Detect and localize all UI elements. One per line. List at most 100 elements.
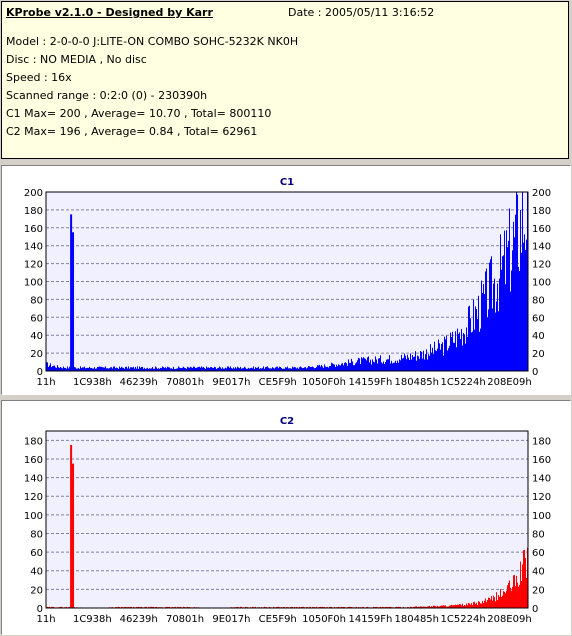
c2-chart-panel: C2 0 0 20 20 40 40 60 60 80 80 100 100 120 120 140 140 16… <box>1 400 571 635</box>
data-bar <box>478 295 479 371</box>
y-tick-label-left: 160 <box>24 224 43 235</box>
data-bar <box>479 331 480 371</box>
data-bar <box>414 356 415 371</box>
data-bar <box>304 367 305 371</box>
data-bar <box>47 606 48 608</box>
data-bar <box>322 366 323 371</box>
data-bar <box>400 606 401 608</box>
data-bar <box>488 597 489 608</box>
y-tick-label-right: 20 <box>532 585 545 596</box>
data-bar <box>436 606 437 608</box>
data-bar <box>322 606 323 608</box>
data-bar <box>511 270 512 371</box>
data-bar <box>67 366 68 371</box>
data-bar <box>495 601 496 608</box>
data-bar <box>262 368 263 371</box>
y-tick-label-right: 120 <box>532 492 551 503</box>
data-bar <box>362 358 363 371</box>
data-bar <box>509 580 510 608</box>
data-bar <box>432 606 433 608</box>
data-bar <box>453 342 454 371</box>
data-bar <box>450 332 451 371</box>
x-tick-label: 1C5224h <box>441 614 486 625</box>
data-bar <box>351 358 352 371</box>
data-bar <box>386 606 387 608</box>
data-bar <box>74 367 75 371</box>
data-bar <box>112 368 113 371</box>
data-bar <box>523 550 524 608</box>
data-bar <box>480 603 481 608</box>
data-bar <box>525 558 526 608</box>
data-bar <box>507 247 508 371</box>
data-bar <box>445 605 446 608</box>
data-bar <box>386 359 387 371</box>
data-bar <box>168 367 169 371</box>
data-bar <box>240 366 241 371</box>
data-bar <box>254 369 255 371</box>
data-bar <box>284 368 285 371</box>
data-bar <box>62 368 63 371</box>
data-bar <box>508 240 509 371</box>
data-bar <box>468 306 469 371</box>
data-bar <box>318 365 319 371</box>
data-bar <box>443 355 444 371</box>
data-bar <box>340 365 341 371</box>
data-bar <box>193 366 194 371</box>
data-bar <box>272 367 273 371</box>
data-bar <box>493 595 494 608</box>
data-bar <box>433 354 434 371</box>
data-bar <box>381 362 382 371</box>
data-bar <box>102 367 103 371</box>
data-bar <box>99 366 100 371</box>
data-bar <box>316 606 317 608</box>
data-bar <box>387 606 388 608</box>
data-bar <box>60 367 61 371</box>
data-bar <box>329 606 330 608</box>
data-bar <box>268 367 269 371</box>
data-bar <box>425 354 426 371</box>
data-bar <box>451 604 452 608</box>
y-tick-label-right: 100 <box>532 278 551 289</box>
data-bar <box>101 366 102 371</box>
data-bar <box>123 367 124 371</box>
data-bar <box>516 575 517 608</box>
data-bar <box>250 368 251 371</box>
data-bar <box>505 593 506 608</box>
data-bar <box>383 361 384 371</box>
data-bar <box>331 362 332 371</box>
data-bar <box>377 363 378 371</box>
y-tick-label-right: 180 <box>532 206 551 217</box>
data-bar <box>447 606 448 608</box>
data-bar <box>286 606 287 608</box>
data-bar <box>308 366 309 371</box>
x-tick-label: CE5F9h <box>259 377 297 388</box>
data-bar <box>331 606 332 608</box>
data-bar <box>358 357 359 371</box>
data-bar <box>499 278 500 371</box>
data-bar <box>446 606 447 608</box>
data-bar <box>518 266 519 371</box>
data-bar <box>109 368 110 371</box>
data-bar <box>314 368 315 371</box>
data-bar <box>187 366 188 371</box>
data-bar <box>88 367 89 371</box>
data-bar <box>326 366 327 371</box>
data-bar <box>258 366 259 371</box>
data-bar <box>269 368 270 371</box>
data-bar <box>413 606 414 608</box>
data-bar <box>378 358 379 371</box>
data-bar <box>221 368 222 371</box>
data-bar <box>280 367 281 371</box>
data-bar <box>423 606 424 608</box>
data-bar <box>270 368 271 371</box>
data-bar <box>484 294 485 371</box>
data-bar <box>133 366 134 371</box>
data-bar <box>260 368 261 371</box>
y-tick-label-right: 0 <box>532 367 538 378</box>
data-bar <box>469 305 470 371</box>
data-bar <box>461 328 462 371</box>
data-bar <box>160 367 161 371</box>
data-bar <box>319 364 320 371</box>
data-bar <box>251 367 252 371</box>
data-bar <box>463 606 464 608</box>
